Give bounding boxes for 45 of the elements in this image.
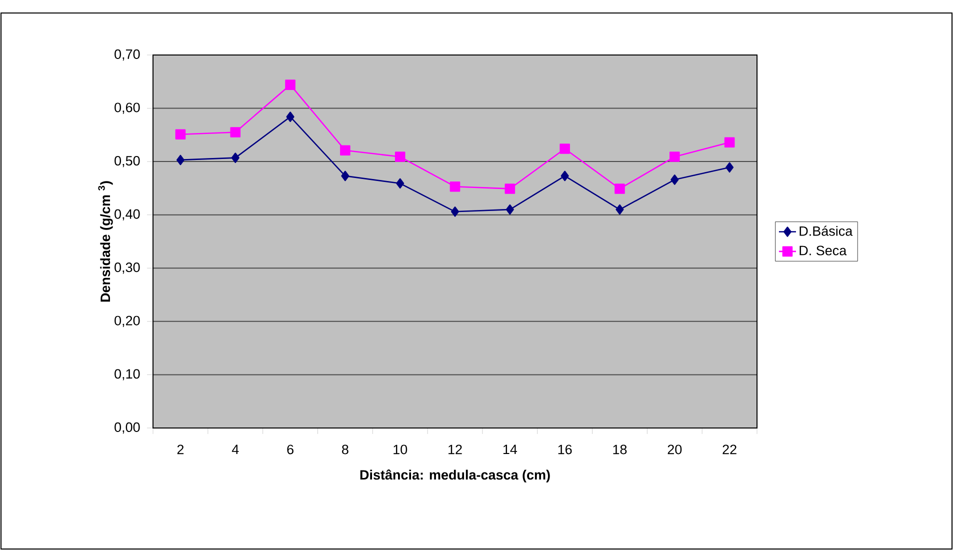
x-tick-label: 18 <box>613 444 627 454</box>
x-tick-label: 2 <box>177 444 184 454</box>
point <box>176 154 184 166</box>
point <box>231 152 240 163</box>
y-tick-label: 0,30 <box>114 262 140 274</box>
y-tick-label: 0,70 <box>114 49 140 61</box>
x-tick-label: 8 <box>342 444 348 454</box>
x-axis-title: Distância: medula-casca (cm) <box>360 469 550 482</box>
x-tick-label: 4 <box>232 444 239 454</box>
x-tick-label: 22 <box>722 444 736 454</box>
x-tick-label: 20 <box>668 444 682 454</box>
legend-label: D.Básica <box>800 226 853 236</box>
point <box>175 129 186 140</box>
point <box>560 144 570 154</box>
point <box>230 127 241 138</box>
legend-label: D. Seca <box>800 246 847 256</box>
y-tick-label: 0,60 <box>114 102 140 114</box>
point <box>450 206 460 217</box>
point <box>340 145 350 156</box>
point <box>394 152 406 162</box>
point <box>560 170 569 182</box>
y-tick-label: 0,00 <box>114 422 140 434</box>
point <box>396 178 404 189</box>
point <box>726 162 734 173</box>
point <box>670 152 680 162</box>
point <box>286 112 294 122</box>
point <box>504 184 516 194</box>
y-tick-label: 0,10 <box>114 369 140 380</box>
point <box>724 137 735 148</box>
x-tick-label: 10 <box>394 444 408 454</box>
point <box>506 204 514 215</box>
x-tick-label: 12 <box>448 444 462 454</box>
point <box>614 184 625 194</box>
point <box>616 204 624 215</box>
y-tick-label: 0,20 <box>114 316 140 327</box>
point <box>341 170 350 182</box>
x-tick-label: 6 <box>287 444 294 454</box>
point <box>670 174 679 185</box>
x-tick-label: 14 <box>503 444 518 454</box>
x-tick-label: 16 <box>558 444 572 454</box>
y-tick-label: 0,50 <box>114 156 140 168</box>
point <box>450 181 460 192</box>
y-tick-label: 0,40 <box>114 209 140 220</box>
point <box>285 80 296 90</box>
y-axis-title: Densidade (g/cm $^{3}$) <box>98 181 113 302</box>
